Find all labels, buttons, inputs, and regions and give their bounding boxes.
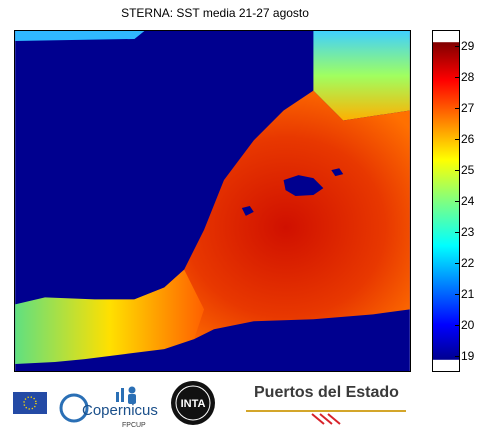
colorbar-tick-mark — [455, 169, 460, 171]
north-coast-water — [15, 31, 145, 41]
colorbar-tick-mark — [455, 201, 460, 202]
colorbar-tick-label: 22 — [461, 256, 475, 271]
colorbar-tick-mark — [455, 138, 460, 140]
colorbar-tick-label: 21 — [461, 287, 475, 302]
colorbar-tick-mark — [455, 45, 460, 47]
puertos-logo: Puertos del Estado — [246, 378, 412, 428]
colorbar-tick-label: 29 — [461, 38, 475, 53]
colorbar-tick-label: 26 — [461, 131, 475, 146]
copernicus-text: Copernicus — [82, 402, 158, 419]
logo-strip: Copernicus FPCUP INTA Puertos del Estado — [0, 376, 487, 440]
colorbar-tick-label: 25 — [461, 162, 475, 177]
colorbar-tick-label: 20 — [461, 318, 475, 333]
colorbar-tick-label: 19 — [461, 349, 475, 364]
colorbar-tick-mark — [455, 294, 460, 296]
puertos-text: Puertos del Estado — [254, 384, 399, 401]
island-tiny — [331, 168, 344, 177]
colorbar-tick-mark — [455, 263, 460, 265]
northeast-water — [313, 31, 410, 121]
inta-text: INTA — [181, 398, 206, 410]
eu-flag-icon — [13, 392, 47, 414]
colorbar-tick-mark — [455, 325, 460, 327]
inta-logo: INTA — [170, 380, 216, 426]
colorbar-tick-mark — [455, 76, 460, 78]
colorbar-gradient — [433, 42, 459, 360]
island-large — [283, 175, 324, 197]
colorbar-tick-label: 23 — [461, 225, 475, 240]
colorbar-tick-mark — [455, 232, 460, 234]
fpcup-text: FPCUP — [122, 422, 146, 429]
warm-sea — [134, 90, 410, 340]
puertos-rule — [246, 410, 406, 412]
colorbar-tick-label: 24 — [461, 194, 475, 208]
copernicus-logo: Copernicus FPCUP — [52, 382, 162, 430]
island-small — [241, 205, 254, 216]
map-title: STERNA: SST media 21-27 agosto — [121, 6, 309, 20]
sst-map — [14, 30, 411, 372]
colorbar-tick-mark — [455, 356, 460, 358]
colorbar-tick-label: 27 — [461, 100, 475, 115]
colorbar-tick-mark — [455, 107, 460, 109]
puertos-mark-icon — [311, 413, 341, 425]
colorbar-tick-label: 28 — [461, 69, 475, 84]
west-sea — [15, 269, 205, 365]
